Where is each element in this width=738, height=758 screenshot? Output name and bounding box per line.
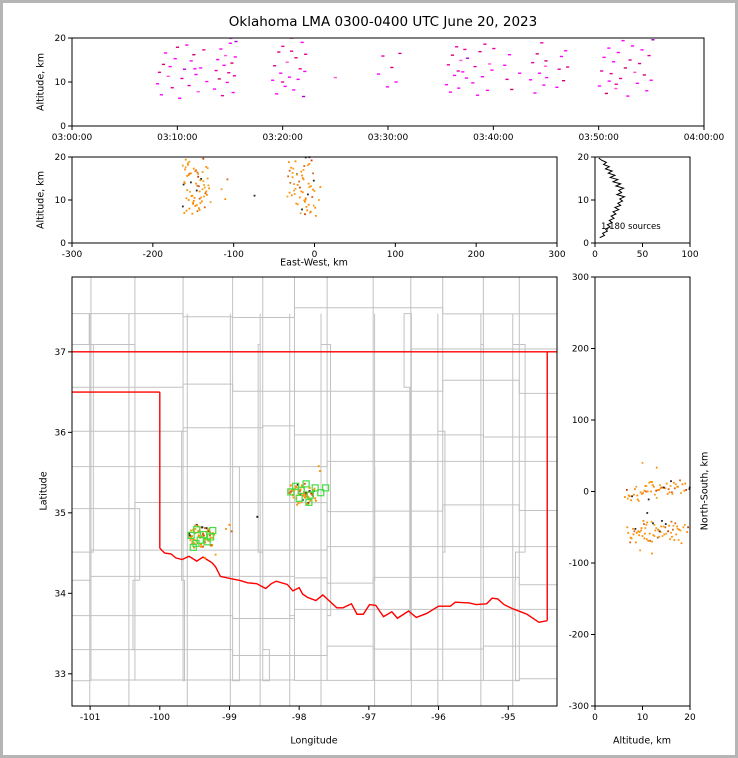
map-ytick-label: 35 xyxy=(55,509,66,519)
figure-title: Oklahoma LMA 0300-0400 UTC June 20, 2023 xyxy=(228,14,538,30)
time-height-points xyxy=(155,37,655,99)
ns-ytick-label: -200 xyxy=(569,631,590,641)
ns-ytick-label: 200 xyxy=(572,345,589,355)
ns-height-points xyxy=(624,461,691,555)
ew-ytick-label: 20 xyxy=(55,153,67,163)
map-xtick-label: -95 xyxy=(501,713,516,723)
ns-ytick-label: 0 xyxy=(583,488,589,498)
ns-panel-frame xyxy=(594,276,691,707)
ew-xtick-label: -200 xyxy=(143,250,164,260)
map-xtick-label: -97 xyxy=(362,713,377,723)
ns-panel-right-label: North-South, km xyxy=(699,451,711,531)
time-xtick-label: 03:50:00 xyxy=(578,133,619,143)
ground-strike-markers xyxy=(187,480,330,552)
ns-xtick-label: 10 xyxy=(637,713,649,723)
map-ytick-label: 33 xyxy=(55,670,66,680)
time-ytick-label: 20 xyxy=(55,34,67,44)
hist-ytick-label: 10 xyxy=(578,196,590,206)
ew-ytick-label: 10 xyxy=(55,196,67,206)
map-ytick-label: 37 xyxy=(55,348,66,358)
ew-xtick-label: -300 xyxy=(62,250,83,260)
map-xtick-label: -101 xyxy=(80,713,100,723)
time-xtick-label: 03:30:00 xyxy=(368,133,409,143)
hist-panel-axes: 0 50 100 0 10 20 xyxy=(578,153,699,260)
time-panel-ylabel: Altitude, km xyxy=(35,53,47,111)
ew-height-points xyxy=(181,156,322,217)
time-panel-axes: 03:00:00 03:10:00 03:20:00 03:30:00 03:40:00… xyxy=(52,34,725,143)
hist-xtick-label: 50 xyxy=(637,250,649,260)
ns-ytick-label: -300 xyxy=(569,702,590,712)
ew-panel-frame xyxy=(71,156,558,244)
ns-ytick-label: 100 xyxy=(572,416,589,426)
ns-xtick-label: 20 xyxy=(684,713,696,723)
time-panel-frame xyxy=(71,37,705,127)
ns-ytick-label: 300 xyxy=(572,273,589,283)
hist-xtick-label: 0 xyxy=(592,250,598,260)
map-xlabel: Longitude xyxy=(290,735,338,747)
state-border xyxy=(72,351,557,624)
ew-xtick-label: 0 xyxy=(312,250,318,260)
map-panel-frame xyxy=(71,276,558,707)
ew-panel-ylabel: Altitude, km xyxy=(35,171,47,229)
hist-xtick-label: 100 xyxy=(681,250,698,260)
hist-ytick-label: 0 xyxy=(583,239,589,249)
ew-xtick-label: 300 xyxy=(548,250,565,260)
map-xtick-label: -96 xyxy=(431,713,446,723)
ns-xtick-label: 0 xyxy=(592,713,598,723)
time-ytick-label: 10 xyxy=(55,78,67,88)
ew-xtick-label: 200 xyxy=(468,250,485,260)
hist-panel-frame xyxy=(594,156,691,244)
map-xtick-label: -100 xyxy=(150,713,171,723)
time-xtick-label: 03:10:00 xyxy=(157,133,198,143)
ns-panel-xlabel: Altitude, km xyxy=(613,735,671,747)
map-ytick-label: 34 xyxy=(55,589,67,599)
county-borders xyxy=(72,277,557,706)
map-xtick-label: -99 xyxy=(222,713,237,723)
time-xtick-label: 03:40:00 xyxy=(473,133,514,143)
ew-xtick-label: -100 xyxy=(223,250,244,260)
altitude-histogram-line xyxy=(598,157,626,239)
ns-panel-axes: 0 10 20 -300 -200 -100 0 100 200 300 xyxy=(569,273,696,723)
ew-panel-axes: -300 -200 -100 0 100 200 300 0 10 20 xyxy=(55,153,566,260)
ew-panel-xlabel: East-West, km xyxy=(280,257,348,269)
time-xtick-label: 03:00:00 xyxy=(52,133,93,143)
map-ylabel: Latitude xyxy=(38,471,50,511)
ns-ytick-label: -100 xyxy=(569,559,590,569)
source-count-annotation: 1,180 sources xyxy=(601,222,661,232)
map-xtick-label: -98 xyxy=(292,713,307,723)
map-ytick-label: 36 xyxy=(55,428,67,438)
time-xtick-label: 03:20:00 xyxy=(262,133,303,143)
map-panel-axes: -101 -100 -99 -98 -97 -96 -95 33 34 35 36 37 xyxy=(55,276,558,723)
hist-ytick-label: 20 xyxy=(578,153,590,163)
ew-xtick-label: 100 xyxy=(387,250,404,260)
ew-ytick-label: 0 xyxy=(60,239,66,249)
time-xtick-label: 04:00:00 xyxy=(684,133,725,143)
state-border-red_river xyxy=(159,547,548,624)
time-ytick-label: 0 xyxy=(60,122,66,132)
